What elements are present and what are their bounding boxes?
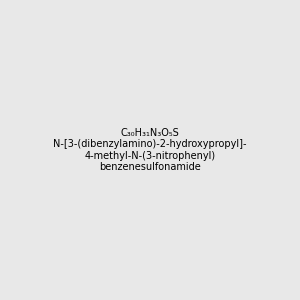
Text: C₃₀H₃₁N₃O₅S
N-[3-(dibenzylamino)-2-hydroxypropyl]-
4-methyl-N-(3-nitrophenyl)
be: C₃₀H₃₁N₃O₅S N-[3-(dibenzylamino)-2-hydro… — [53, 128, 247, 172]
